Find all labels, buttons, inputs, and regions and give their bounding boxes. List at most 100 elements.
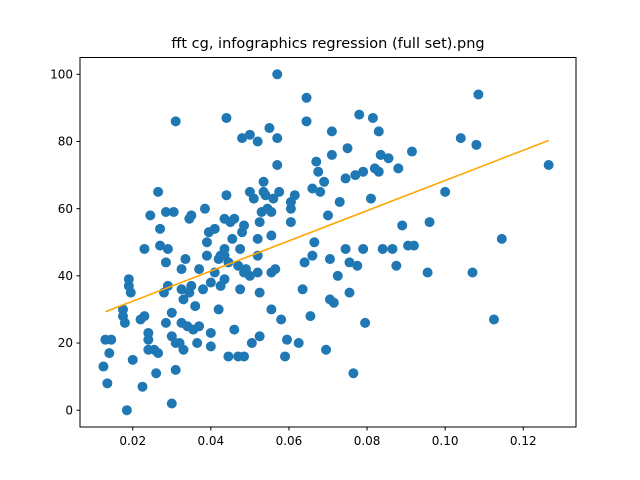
y-tick-label: 80 — [58, 135, 73, 149]
data-point — [373, 166, 384, 177]
data-point — [239, 220, 250, 231]
data-point — [244, 270, 255, 281]
data-point — [391, 260, 402, 271]
data-point — [155, 240, 166, 251]
data-point — [344, 257, 355, 268]
data-point — [227, 233, 238, 244]
data-point — [301, 116, 312, 127]
data-point — [280, 351, 291, 362]
data-point — [319, 176, 330, 187]
data-point — [155, 223, 166, 234]
data-point — [153, 186, 164, 197]
data-point — [270, 264, 281, 275]
data-point — [260, 190, 271, 201]
data-point — [315, 186, 326, 197]
y-tick-label: 100 — [50, 67, 73, 81]
data-point — [266, 207, 277, 218]
data-point — [348, 368, 359, 379]
data-point — [121, 405, 132, 416]
data-point — [219, 274, 230, 285]
data-point — [106, 334, 117, 345]
data-point — [272, 133, 283, 144]
data-point — [102, 378, 113, 389]
data-point — [272, 159, 283, 170]
data-point — [383, 153, 394, 164]
regression-line-group — [105, 139, 549, 313]
data-point — [358, 243, 369, 254]
data-point — [201, 250, 212, 261]
data-point — [397, 220, 408, 231]
data-point — [209, 223, 220, 234]
data-point — [272, 69, 283, 80]
data-point — [194, 321, 205, 332]
data-point — [104, 348, 115, 359]
data-point — [266, 304, 277, 315]
data-point — [176, 264, 187, 275]
data-point — [321, 344, 332, 355]
x-tick-label: 0.02 — [119, 434, 146, 448]
x-tick-label: 0.04 — [197, 434, 224, 448]
data-point — [422, 267, 433, 278]
data-point — [139, 311, 150, 322]
data-point — [119, 317, 130, 328]
data-point — [365, 193, 376, 204]
data-point — [360, 317, 371, 328]
data-point — [313, 166, 324, 177]
x-tick-label: 0.12 — [510, 434, 537, 448]
data-point — [151, 368, 162, 379]
data-point — [258, 176, 269, 187]
data-point — [166, 307, 177, 318]
data-point — [229, 213, 240, 224]
data-points — [98, 69, 554, 416]
data-point — [229, 324, 240, 335]
data-point — [543, 159, 554, 170]
data-point — [377, 243, 388, 254]
data-point — [311, 156, 322, 167]
y-tick-label: 0 — [65, 403, 73, 417]
data-point — [354, 109, 365, 120]
data-point — [289, 190, 300, 201]
data-point — [424, 217, 435, 228]
data-point — [254, 287, 265, 298]
data-point — [276, 314, 287, 325]
data-point — [170, 364, 181, 375]
data-point — [160, 317, 171, 328]
data-point — [190, 301, 201, 312]
data-point — [160, 257, 171, 268]
data-point — [168, 207, 179, 218]
data-point — [387, 243, 398, 254]
data-point — [471, 139, 482, 150]
data-point — [281, 334, 292, 345]
data-point — [235, 284, 246, 295]
data-point — [178, 344, 189, 355]
data-point — [252, 136, 263, 147]
data-point — [194, 264, 205, 275]
x-tick-label: 0.06 — [276, 434, 303, 448]
chart-title: fft cg, infographics regression (full se… — [171, 36, 484, 52]
data-point — [334, 196, 345, 207]
y-tick-label: 20 — [58, 336, 73, 350]
data-point — [393, 163, 404, 174]
data-point — [467, 267, 478, 278]
data-point — [205, 327, 216, 338]
data-point — [268, 193, 279, 204]
data-point — [235, 243, 246, 254]
data-point — [406, 146, 417, 157]
data-point — [186, 210, 197, 221]
y-tick-label: 40 — [58, 269, 73, 283]
data-point — [145, 210, 156, 221]
data-point — [408, 240, 419, 251]
data-point — [305, 311, 316, 322]
data-point — [205, 341, 216, 352]
data-point — [340, 243, 351, 254]
data-point — [323, 210, 333, 221]
data-point — [237, 133, 248, 144]
data-point — [239, 351, 250, 362]
data-point — [440, 186, 451, 197]
x-tick-label: 0.10 — [432, 434, 459, 448]
data-point — [326, 126, 337, 137]
regression-line — [105, 139, 549, 313]
data-point — [488, 314, 499, 325]
data-point — [248, 193, 259, 204]
